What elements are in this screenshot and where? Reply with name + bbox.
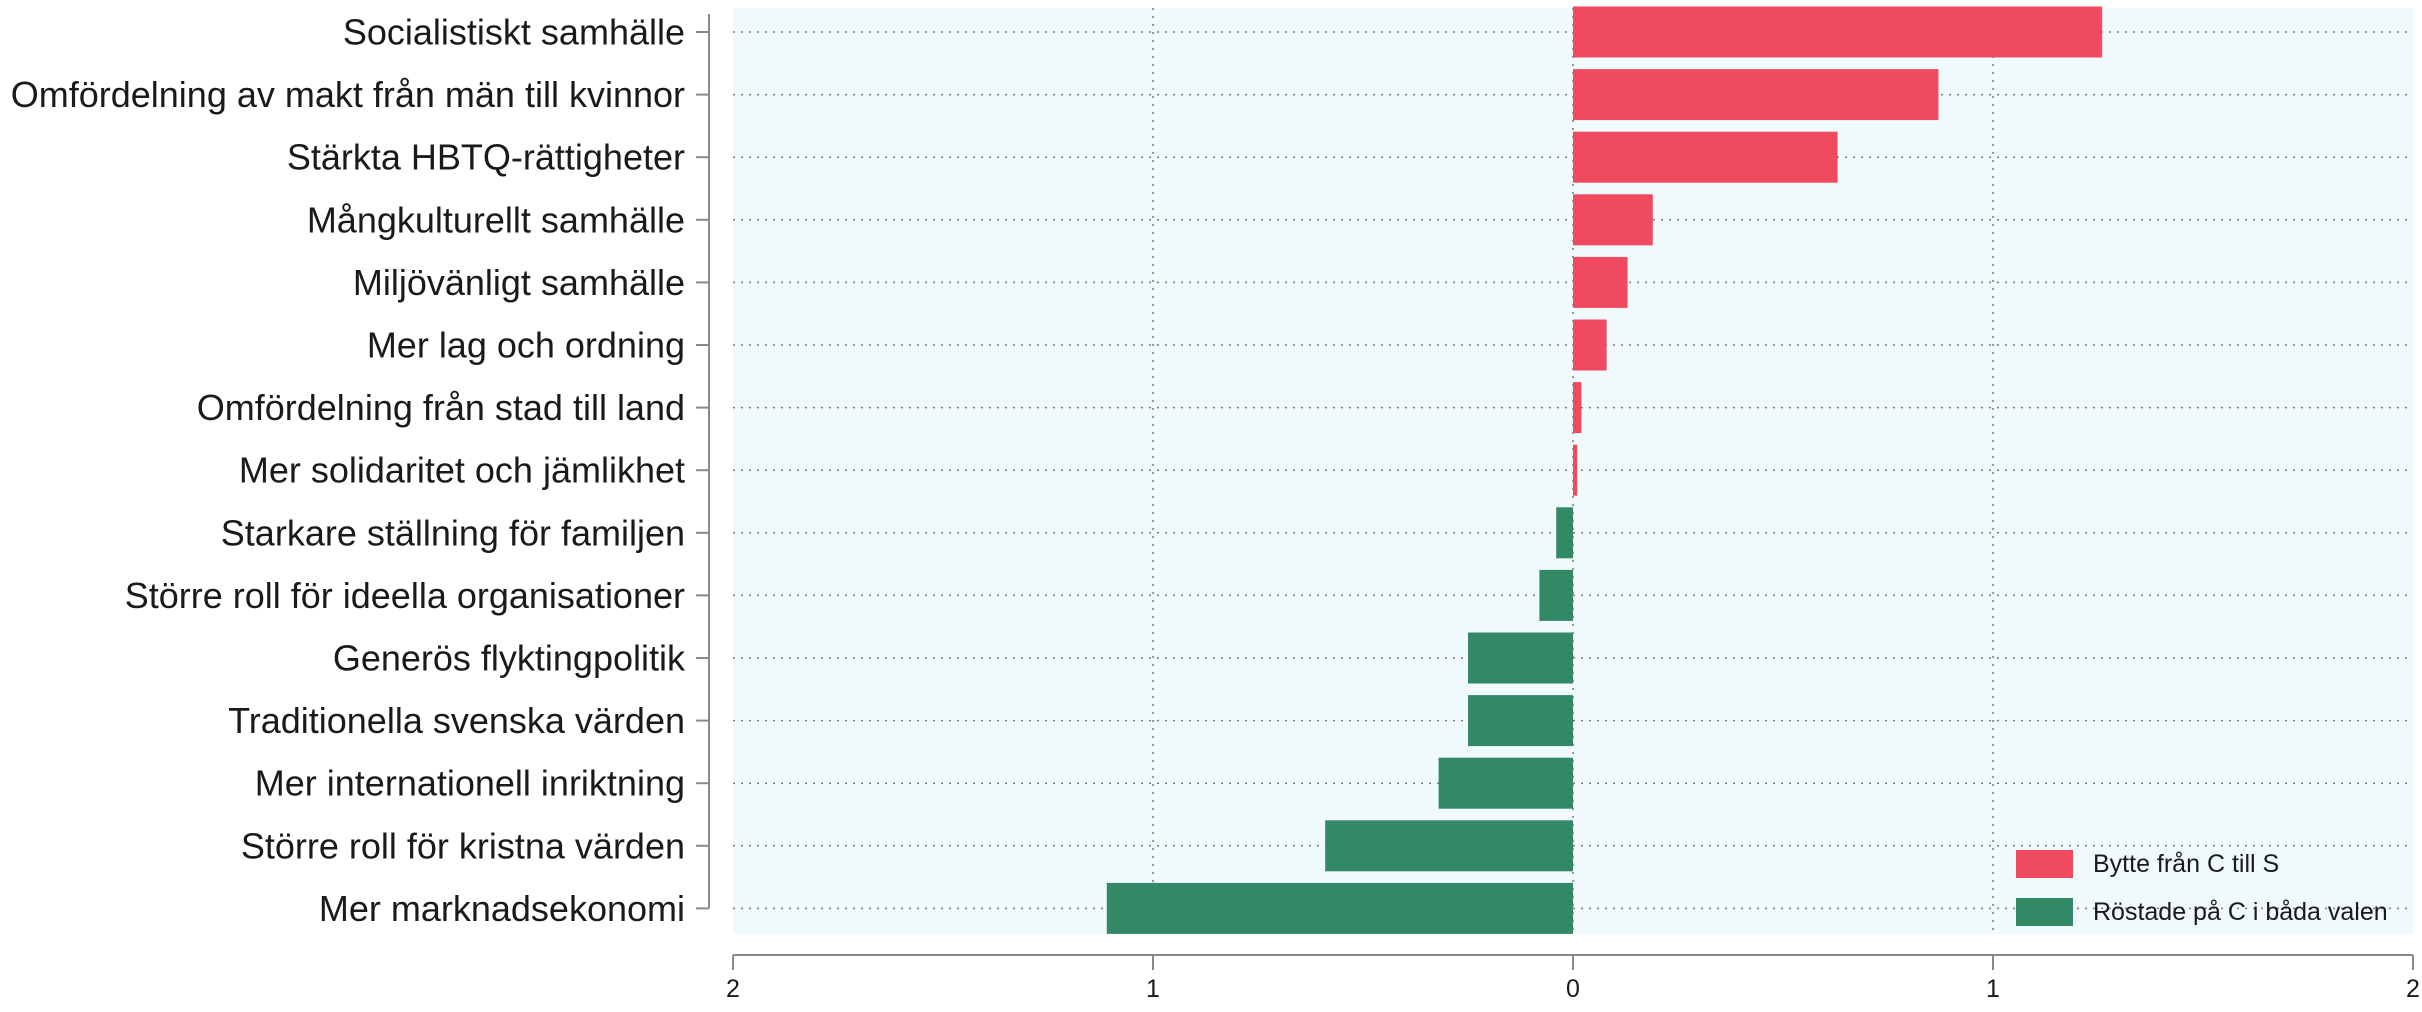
- category-label: Generös flyktingpolitik: [333, 638, 686, 679]
- x-axis: 2 1 0 1 2: [726, 954, 2420, 1003]
- x-tick-label: 0: [1566, 975, 1580, 1003]
- legend-swatch: [2016, 850, 2073, 878]
- x-tick-label: 2: [2406, 975, 2420, 1003]
- bar: [1573, 444, 1578, 496]
- category-label: Traditionella svenska värden: [228, 700, 685, 741]
- bar: [1438, 757, 1573, 809]
- bar: [1573, 319, 1607, 371]
- legend-swatch: [2016, 898, 2073, 926]
- legend-label: Bytte från C till S: [2093, 850, 2279, 878]
- bars: [1106, 6, 2103, 934]
- category-label: Omfördelning från stad till land: [197, 387, 685, 428]
- bar: [1573, 69, 1939, 121]
- category-label: Miljövänligt samhälle: [353, 262, 685, 303]
- x-tick-label: 1: [1146, 975, 1160, 1003]
- category-label: Starkare ställning för familjen: [221, 512, 685, 553]
- bar: [1573, 6, 2103, 58]
- bar: [1325, 820, 1573, 872]
- bar: [1539, 569, 1573, 621]
- y-axis: Socialistiskt samhälle Omfördelning av ma…: [11, 12, 710, 929]
- bar: [1573, 382, 1582, 434]
- category-label: Stärkta HBTQ-rättigheter: [287, 137, 685, 178]
- legend-label: Röstade på C i båda valen: [2093, 898, 2388, 926]
- bar: [1106, 882, 1573, 934]
- bar: [1573, 131, 1838, 183]
- category-label: Mer marknadsekonomi: [319, 888, 685, 929]
- category-label: Större roll för kristna värden: [241, 825, 685, 866]
- category-label: Större roll för ideella organisationer: [125, 575, 685, 616]
- category-label: Omfördelning av makt från män till kvinn…: [11, 74, 685, 115]
- bar: [1468, 632, 1573, 684]
- category-label: Mångkulturellt samhälle: [307, 199, 685, 240]
- legend: Bytte från C till S Röstade på C i båda v…: [2016, 850, 2388, 926]
- category-label: Mer lag och ordning: [367, 325, 685, 366]
- x-tick-label: 2: [726, 975, 740, 1003]
- category-label: Socialistiskt samhälle: [343, 12, 685, 53]
- bar: [1573, 256, 1628, 308]
- bar: [1556, 507, 1573, 559]
- category-label: Mer solidaritet och jämlikhet: [239, 450, 685, 491]
- category-label: Mer internationell inriktning: [255, 763, 685, 804]
- bar: [1468, 695, 1573, 747]
- x-tick-label: 1: [1986, 975, 2000, 1003]
- bar: [1573, 194, 1653, 246]
